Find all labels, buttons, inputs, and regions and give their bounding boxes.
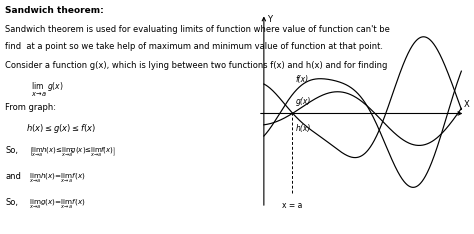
Text: So,: So, xyxy=(5,198,18,207)
Text: x = a: x = a xyxy=(282,201,302,210)
Text: $\lim_{x\to a} g(x) = \lim_{x\to a} f(x)$: $\lim_{x\to a} g(x) = \lim_{x\to a} f(x)… xyxy=(29,198,86,211)
Text: So,: So, xyxy=(5,146,18,154)
Text: h(x): h(x) xyxy=(295,124,311,133)
Text: find  at a point so we take help of maximum and minimum value of function at tha: find at a point so we take help of maxim… xyxy=(5,42,383,51)
Text: X: X xyxy=(463,100,469,109)
Text: $x\!\to\!a$: $x\!\to\!a$ xyxy=(31,90,46,98)
Text: $\left[\lim_{x\to a}\!h(x)\leq\lim_{x\to a}\!g(x)\leq\lim_{x\to a}\!f(x)\right]$: $\left[\lim_{x\to a}\!h(x)\leq\lim_{x\to… xyxy=(29,146,116,159)
Text: $\lim_{x\to a} h(x) = \lim_{x\to a} f(x)$: $\lim_{x\to a} h(x) = \lim_{x\to a} f(x)… xyxy=(29,172,86,185)
Text: From graph:: From graph: xyxy=(5,103,56,112)
Text: Consider a function g(x), which is lying between two functions f(x) and h(x) and: Consider a function g(x), which is lying… xyxy=(5,61,387,70)
Text: Sandwich theorem is used for evaluating limits of function where value of functi: Sandwich theorem is used for evaluating … xyxy=(5,25,390,33)
Text: Y: Y xyxy=(267,15,272,24)
Text: f(x): f(x) xyxy=(295,75,309,84)
Text: and: and xyxy=(5,172,21,181)
Text: g(x): g(x) xyxy=(295,97,311,106)
Text: Sandwich theorem:: Sandwich theorem: xyxy=(5,6,104,15)
Text: $\lim$: $\lim$ xyxy=(31,80,44,91)
Text: $g(x)$: $g(x)$ xyxy=(47,80,64,93)
Text: $h(x) \leq g(x) \leq f(x)$: $h(x) \leq g(x) \leq f(x)$ xyxy=(26,122,95,135)
